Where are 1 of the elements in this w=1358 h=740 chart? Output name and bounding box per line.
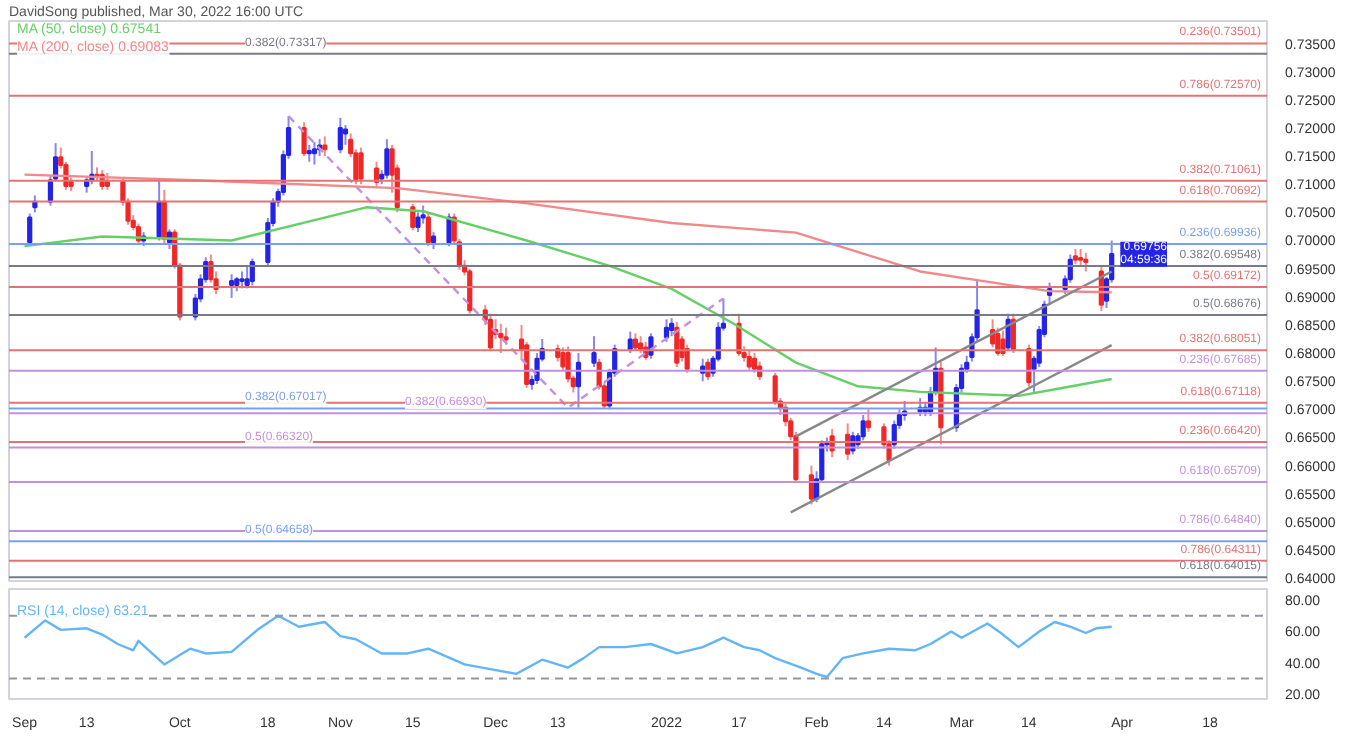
line-series xyxy=(23,614,1113,679)
